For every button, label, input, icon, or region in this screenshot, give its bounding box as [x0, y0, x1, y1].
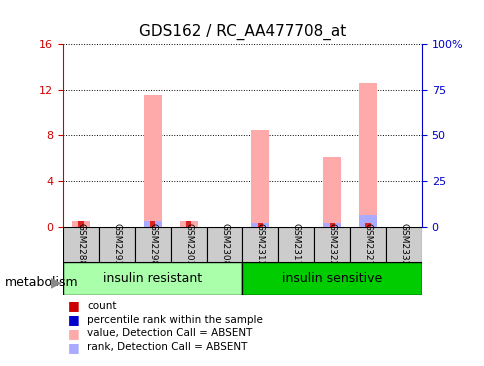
Text: rank, Detection Call = ABSENT: rank, Detection Call = ABSENT — [87, 342, 247, 352]
Bar — [179, 221, 197, 227]
Bar — [251, 223, 269, 227]
FancyBboxPatch shape — [349, 227, 385, 262]
FancyBboxPatch shape — [135, 227, 170, 262]
Bar — [78, 221, 84, 227]
Bar — [72, 221, 90, 227]
Bar — [150, 221, 155, 227]
FancyBboxPatch shape — [99, 227, 135, 262]
Bar — [358, 216, 376, 227]
FancyBboxPatch shape — [170, 227, 206, 262]
Text: GSM2332: GSM2332 — [399, 223, 408, 266]
FancyBboxPatch shape — [63, 227, 99, 262]
Text: ■: ■ — [68, 341, 79, 354]
Text: GSM2303: GSM2303 — [184, 223, 193, 266]
Bar — [329, 224, 334, 227]
Text: insulin sensitive: insulin sensitive — [282, 272, 381, 285]
Text: value, Detection Call = ABSENT: value, Detection Call = ABSENT — [87, 328, 252, 339]
FancyBboxPatch shape — [242, 227, 278, 262]
FancyBboxPatch shape — [278, 227, 314, 262]
Bar — [143, 96, 161, 227]
Text: GSM2308: GSM2308 — [220, 223, 228, 266]
Bar — [364, 224, 370, 227]
Text: GSM2293: GSM2293 — [112, 223, 121, 266]
Bar — [185, 221, 191, 227]
Text: GSM2322: GSM2322 — [327, 223, 336, 266]
Text: insulin resistant: insulin resistant — [103, 272, 202, 285]
Bar — [143, 221, 161, 227]
Bar — [251, 130, 269, 227]
Text: GSM2298: GSM2298 — [148, 223, 157, 266]
Text: metabolism: metabolism — [5, 276, 78, 289]
Bar — [322, 223, 340, 227]
Bar — [257, 224, 263, 227]
Text: ■: ■ — [68, 327, 79, 340]
FancyBboxPatch shape — [385, 227, 421, 262]
FancyBboxPatch shape — [63, 262, 242, 295]
Text: GSM2288: GSM2288 — [76, 223, 85, 266]
Bar — [322, 157, 340, 227]
Bar — [358, 83, 376, 227]
Text: percentile rank within the sample: percentile rank within the sample — [87, 314, 263, 325]
Text: ▶: ▶ — [51, 276, 61, 290]
FancyBboxPatch shape — [242, 262, 421, 295]
Text: GDS162 / RC_AA477708_at: GDS162 / RC_AA477708_at — [138, 24, 346, 40]
FancyBboxPatch shape — [314, 227, 349, 262]
Text: GSM2317: GSM2317 — [291, 223, 300, 266]
FancyBboxPatch shape — [206, 227, 242, 262]
Text: ■: ■ — [68, 313, 79, 326]
Text: GSM2312: GSM2312 — [256, 223, 264, 266]
Text: GSM2327: GSM2327 — [363, 223, 372, 266]
Text: count: count — [87, 300, 117, 311]
Text: ■: ■ — [68, 299, 79, 312]
